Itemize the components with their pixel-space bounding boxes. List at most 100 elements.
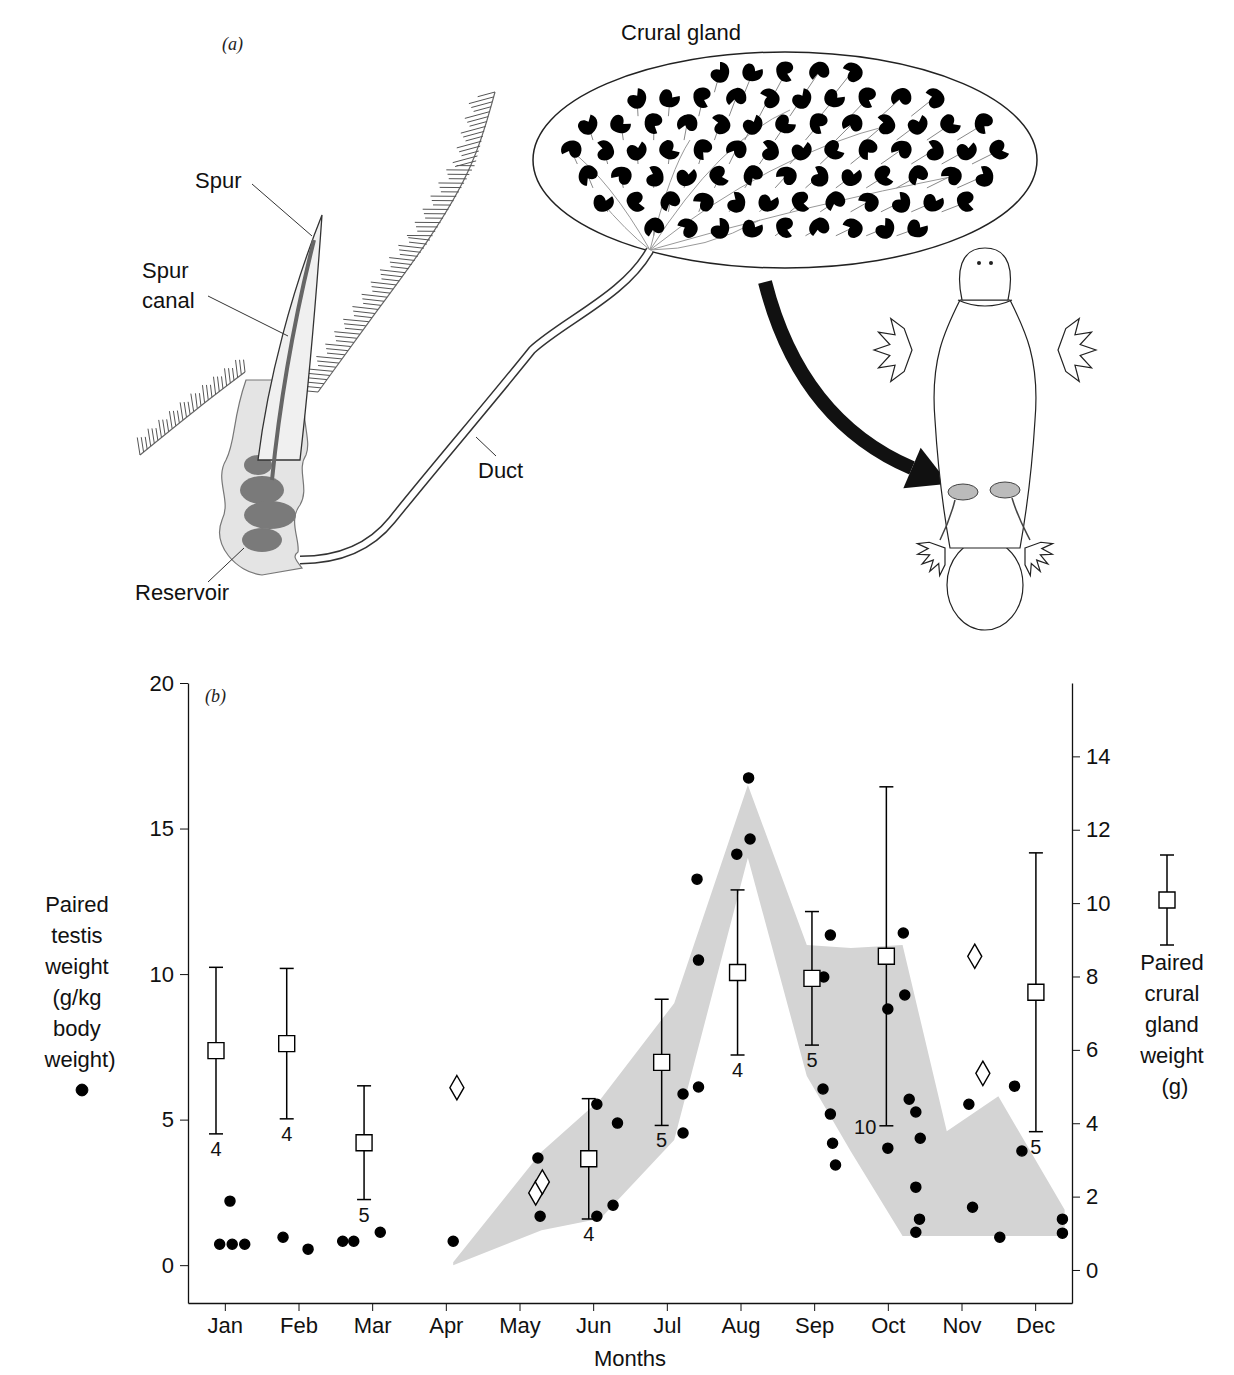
point-circle [592, 1211, 602, 1221]
lobule [740, 216, 766, 241]
hair [180, 402, 183, 420]
hair [334, 332, 360, 334]
tick-label: May [499, 1313, 541, 1338]
panel-b: 4454545105(b)MonthsPaired testis weight … [44, 671, 1210, 1371]
lobule [791, 87, 813, 111]
tick: May [499, 1303, 541, 1338]
key-symbol [1159, 892, 1175, 908]
point-circle [911, 1182, 921, 1192]
lobule [641, 163, 667, 190]
key-error-cap [1160, 854, 1174, 856]
fur [137, 360, 245, 455]
tick-mark [520, 1303, 521, 1311]
key-symbol [76, 1084, 88, 1096]
lobule [839, 60, 865, 85]
hair [399, 250, 421, 252]
hair [469, 97, 494, 104]
axis-line [188, 684, 189, 1304]
hair [325, 344, 351, 346]
tick-mark [1072, 1197, 1080, 1198]
lobule [807, 163, 832, 189]
lobule [889, 138, 914, 162]
tick-label: 10 [1086, 891, 1110, 916]
lobule [905, 216, 930, 239]
error-bar-cap [357, 1085, 371, 1087]
hair [221, 376, 222, 388]
lobule [921, 137, 948, 164]
hair [145, 437, 147, 449]
error-bar-cap [582, 1098, 596, 1100]
key-error-cap [1160, 944, 1174, 946]
error-bar-cap [805, 911, 819, 913]
hair [441, 191, 459, 192]
hair [163, 420, 165, 435]
platypus-spur [940, 500, 955, 540]
axis-line [1072, 684, 1073, 1304]
lobule [941, 167, 962, 186]
point-circle [303, 1244, 313, 1254]
point-circle [964, 1099, 974, 1109]
hair [433, 204, 451, 205]
hair [173, 411, 175, 426]
gland-duct-branch [650, 125, 890, 250]
tick-label: 15 [150, 816, 174, 841]
point-circle [828, 1138, 838, 1148]
lobule [756, 136, 783, 164]
lobule [788, 137, 815, 165]
tick: 10 [1072, 891, 1110, 916]
hair [455, 161, 476, 167]
tick: 6 [1072, 1037, 1098, 1062]
figure: (a)Crural glandSpurSpur canalDuctReservo… [0, 0, 1234, 1375]
tick-mark [1035, 1303, 1036, 1311]
hair [206, 385, 208, 400]
lobule-stalk [881, 150, 901, 164]
lobule [641, 214, 668, 241]
range-band [453, 785, 1064, 1265]
series-square [208, 787, 1044, 1219]
error-bar [582, 1099, 596, 1219]
lobule [642, 111, 666, 137]
hair [446, 169, 472, 170]
error-bar [805, 912, 819, 1046]
lobule [658, 189, 683, 215]
y-axis-title: Paired testis weight (g/kg body weight) [44, 892, 116, 1072]
lobule [772, 58, 799, 86]
point-circle [818, 1084, 828, 1094]
tick-label: 10 [150, 962, 174, 987]
tick: 8 [1072, 964, 1098, 989]
platypus [874, 248, 1096, 630]
point-circle [900, 990, 910, 1000]
hair [416, 226, 438, 227]
hair [184, 402, 186, 417]
hair [137, 437, 140, 455]
tick-label: Apr [429, 1313, 463, 1338]
point-square [279, 1036, 295, 1052]
tick: Dec [1016, 1303, 1055, 1338]
hair [467, 117, 488, 123]
lobule [756, 85, 783, 111]
reservoir-lobe [244, 501, 296, 529]
leader-line [252, 184, 312, 236]
lobule [953, 188, 981, 216]
hair [225, 368, 227, 386]
point-circle [535, 1211, 545, 1221]
lobule [690, 84, 716, 111]
hair [424, 213, 446, 214]
diagram-label: Crural gland [621, 20, 741, 45]
tick-label: 0 [162, 1253, 174, 1278]
tick: 5 [162, 1107, 188, 1132]
lobule [675, 217, 700, 240]
platypus-eye [989, 261, 993, 265]
hair [474, 107, 491, 112]
lobule [706, 111, 734, 138]
hair [317, 361, 339, 363]
hair [362, 299, 384, 301]
point-square [1028, 984, 1044, 1000]
lobule [859, 139, 878, 160]
lobule [741, 111, 766, 137]
hair [457, 141, 482, 148]
lobule [692, 192, 714, 212]
reservoir-lobe [240, 476, 284, 504]
hair [307, 369, 333, 371]
tick: Jul [653, 1303, 681, 1338]
